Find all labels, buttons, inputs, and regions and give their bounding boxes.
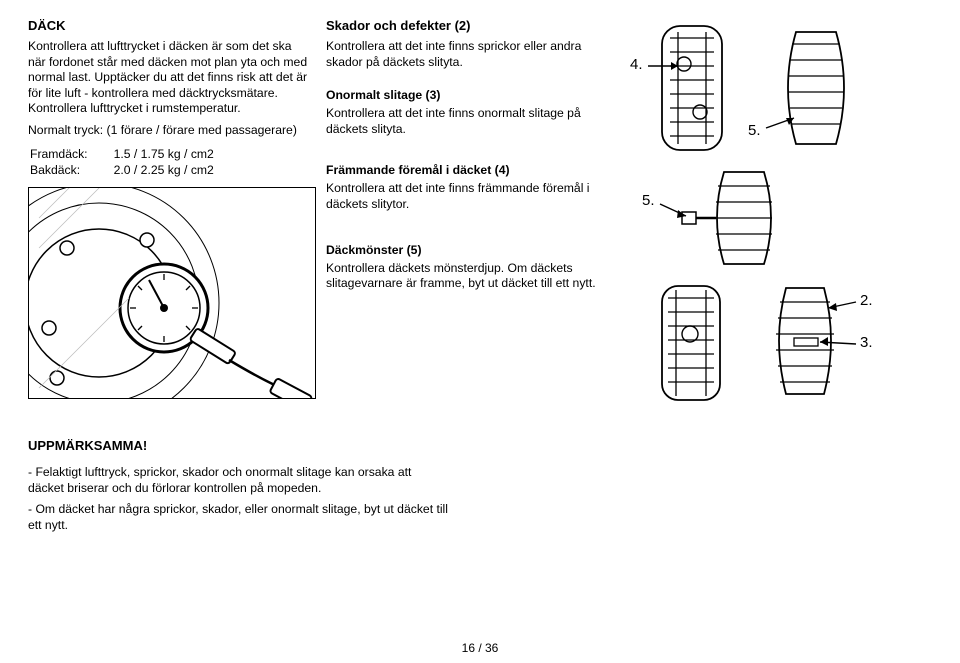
damage-title: Skador och defekter (2) xyxy=(326,18,604,33)
rear-val: 2.0 / 2.25 kg / cm2 xyxy=(114,163,238,177)
dack-intro: Kontrollera att lufttrycket i däcken är … xyxy=(28,39,312,117)
tire-illus-5: 5. xyxy=(616,164,916,272)
rear-label: Bakdäck: xyxy=(30,163,112,177)
pressure-table: Framdäck: 1.5 / 1.75 kg / cm2 Bakdäck: 2… xyxy=(28,145,240,179)
pressure-gauge-illustration xyxy=(28,187,316,399)
tire-illus-2-3: 2. 3. xyxy=(616,278,916,408)
notice-block: UPPMÄRKSAMMA! - Felaktigt lufttryck, spr… xyxy=(28,438,448,533)
callout-5b: 5. xyxy=(642,192,655,209)
foreign-text: Kontrollera att det inte finns främmande… xyxy=(326,181,604,212)
front-val: 1.5 / 1.75 kg / cm2 xyxy=(114,147,238,161)
foreign-title: Främmande föremål i däcket (4) xyxy=(326,163,604,177)
damage-text: Kontrollera att det inte finns sprickor … xyxy=(326,39,604,70)
callout-5a: 5. xyxy=(748,122,761,139)
tread-title: Däckmönster (5) xyxy=(326,243,604,257)
tire-illus-4-5: 4. 5. xyxy=(616,18,916,158)
callout-3: 3. xyxy=(860,334,873,351)
callout-2: 2. xyxy=(860,292,873,309)
page-footer: 16 / 36 xyxy=(0,641,960,655)
section-title-dack: DÄCK xyxy=(28,18,312,33)
tread-text: Kontrollera däckets mönsterdjup. Om däck… xyxy=(326,261,604,292)
notice-line-1: - Felaktigt lufttryck, sprickor, skador … xyxy=(28,465,448,496)
wear-text: Kontrollera att det inte finns onormalt … xyxy=(326,106,604,137)
notice-title: UPPMÄRKSAMMA! xyxy=(28,438,448,453)
wear-title: Onormalt slitage (3) xyxy=(326,88,604,102)
callout-4: 4. xyxy=(630,56,643,73)
pressure-note: Normalt tryck: (1 förare / förare med pa… xyxy=(28,123,312,139)
front-label: Framdäck: xyxy=(30,147,112,161)
notice-line-2: - Om däcket har några sprickor, skador, … xyxy=(28,502,448,533)
